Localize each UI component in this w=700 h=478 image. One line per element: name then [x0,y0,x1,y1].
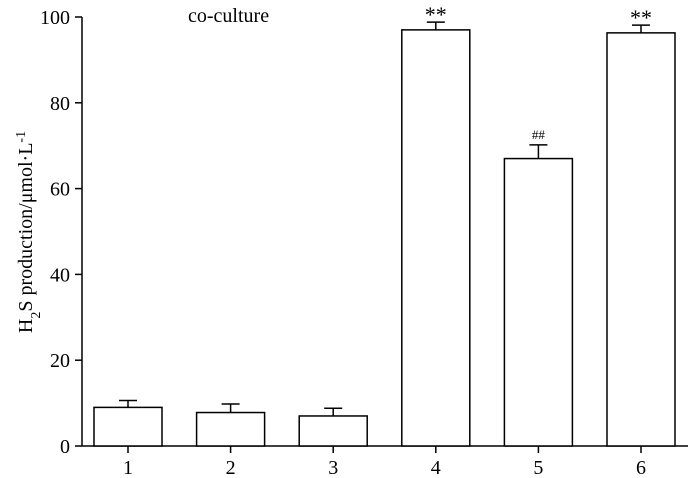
bar-4 [401,29,471,447]
x-tick-label: 4 [431,457,441,478]
y-tick-label: 100 [40,7,70,29]
y-tick-label: 60 [50,179,70,201]
bar-5 [503,157,574,447]
significance-annotation: ** [425,2,447,27]
y-axis-label-prefix: H [15,319,37,333]
chart-title: co-culture [188,5,269,27]
bar-2 [195,411,266,447]
y-tick-label: 80 [50,93,70,115]
bars: ** ## ** [93,2,676,447]
x-ticks: 1 2 3 4 5 6 [123,446,646,478]
y-tick-label: 40 [50,264,70,286]
y-axis-label-middle: S production/μmol·L [15,143,37,312]
bar-3 [298,415,368,447]
y-axis-label-subscript: 2 [29,312,44,319]
y-tick-label: 0 [60,436,70,458]
x-tick-label: 3 [328,457,338,478]
axes [81,17,688,447]
y-tick-label: 20 [50,350,70,372]
x-tick-label: 2 [226,457,236,478]
y-axis-label: H2S production/μmol·L-1 [14,131,44,333]
x-tick-label: 5 [533,457,543,478]
bar-1 [93,406,163,447]
x-tick-label: 1 [123,457,133,478]
significance-annotation: ## [532,127,546,142]
y-axis-label-superscript: -1 [14,131,29,143]
x-tick-label: 6 [636,457,646,478]
significance-annotation: ** [630,5,652,30]
y-ticks: 0 20 40 60 80 100 [40,7,82,458]
bar-6 [606,32,676,447]
